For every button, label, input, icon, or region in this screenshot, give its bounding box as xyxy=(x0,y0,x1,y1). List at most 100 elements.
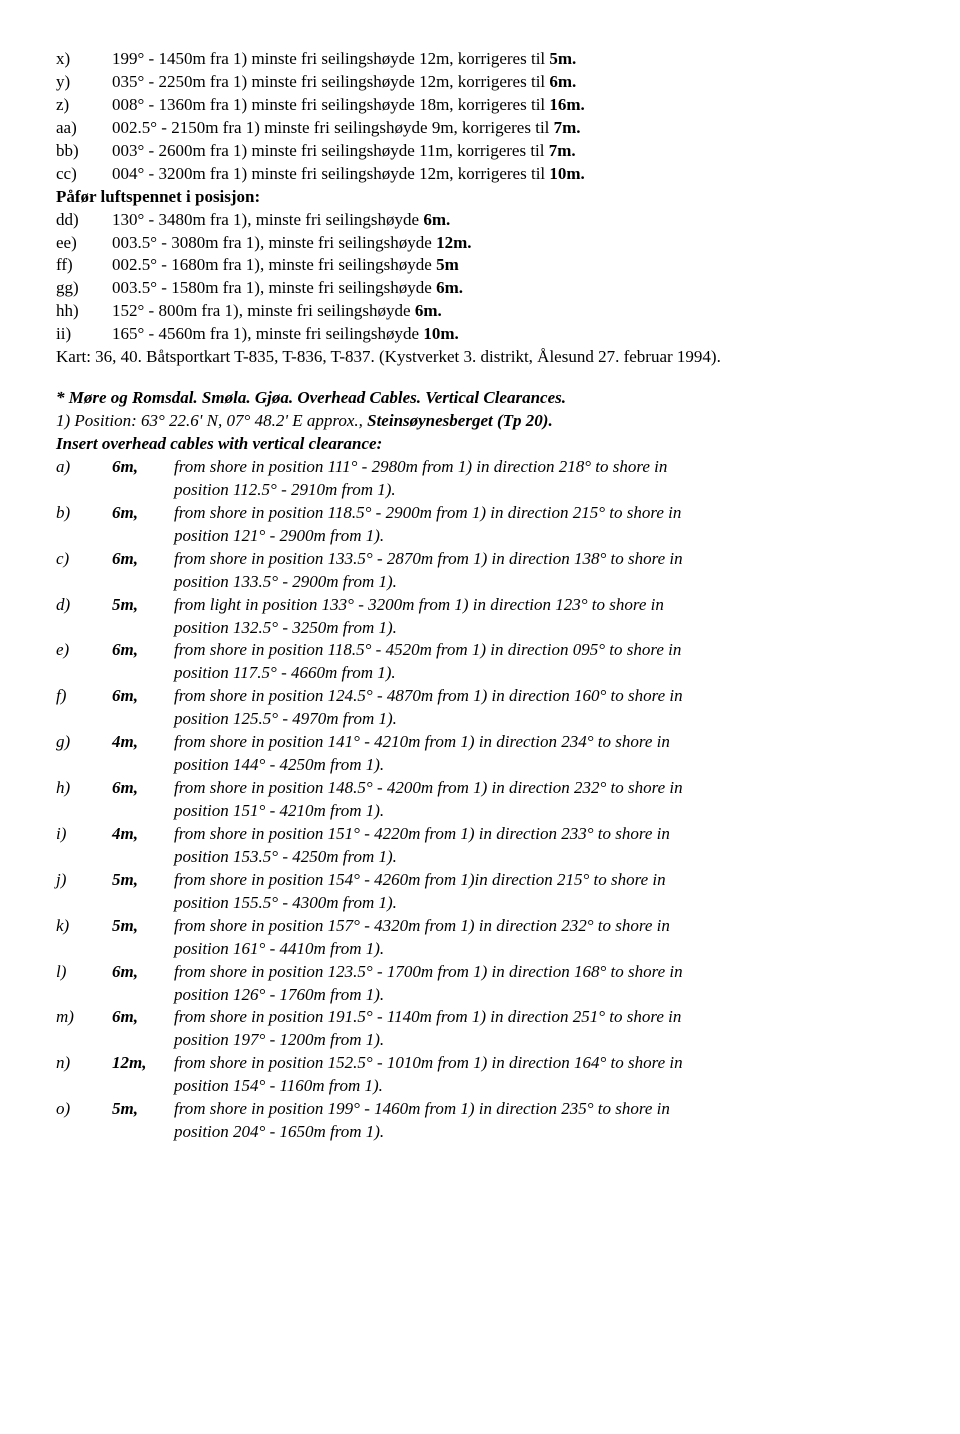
list-item: ff)002.5° - 1680m fra 1), minste fri sei… xyxy=(56,254,904,277)
clearance-item: a)6m,from shore in position 111° - 2980m… xyxy=(56,456,904,502)
item-text: from shore in position 151° - 4220m from… xyxy=(174,823,904,869)
list-item: ii)165° - 4560m fra 1), minste fri seili… xyxy=(56,323,904,346)
item-text: 152° - 800m fra 1), minste fri seilingsh… xyxy=(112,300,904,323)
item-text: from shore in position 111° - 2980m from… xyxy=(174,456,904,502)
clearance-item: d)5m,from light in position 133° - 3200m… xyxy=(56,594,904,640)
item-label: ii) xyxy=(56,323,112,346)
item-bold: 5m xyxy=(436,255,459,274)
item-text: from shore in position 141° - 4210m from… xyxy=(174,731,904,777)
item-bold: 10m. xyxy=(423,324,458,343)
clearance-value: 12m, xyxy=(112,1052,174,1098)
item-text: 002.5° - 2150m fra 1) minste fri seiling… xyxy=(112,117,904,140)
item-bold: 5m. xyxy=(549,49,576,68)
clearance-value: 6m, xyxy=(112,685,174,731)
clearance-value: 5m, xyxy=(112,594,174,640)
item-label: j) xyxy=(56,869,112,915)
item-text: from shore in position 154° - 4260m from… xyxy=(174,869,904,915)
item-text: 035° - 2250m fra 1) minste fri seilingsh… xyxy=(112,71,904,94)
clearance-item: n)12m,from shore in position 152.5° - 10… xyxy=(56,1052,904,1098)
clearance-value: 4m, xyxy=(112,731,174,777)
item-bold: 16m. xyxy=(549,95,584,114)
item-text: 004° - 3200m fra 1) minste fri seilingsh… xyxy=(112,163,904,186)
clearance-value: 5m, xyxy=(112,915,174,961)
item-label: n) xyxy=(56,1052,112,1098)
item-label: b) xyxy=(56,502,112,548)
list-item: x)199° - 1450m fra 1) minste fri seiling… xyxy=(56,48,904,71)
clearance-value: 5m, xyxy=(112,1098,174,1144)
item-label: i) xyxy=(56,823,112,869)
clearance-item: h)6m,from shore in position 148.5° - 420… xyxy=(56,777,904,823)
item-bold: 7m. xyxy=(554,118,581,137)
item-text: from shore in position 124.5° - 4870m fr… xyxy=(174,685,904,731)
item-label: hh) xyxy=(56,300,112,323)
clearance-value: 6m, xyxy=(112,502,174,548)
insert-heading: Insert overhead cables with vertical cle… xyxy=(56,433,904,456)
item-label: l) xyxy=(56,961,112,1007)
item-label: a) xyxy=(56,456,112,502)
position-text: 1) Position: 63° 22.6' N, 07° 48.2' E ap… xyxy=(56,411,367,430)
position-line: 1) Position: 63° 22.6' N, 07° 48.2' E ap… xyxy=(56,410,904,433)
clearance-item: c)6m,from shore in position 133.5° - 287… xyxy=(56,548,904,594)
item-bold: 7m. xyxy=(549,141,576,160)
pafor-heading: Påfør luftspennet i posisjon: xyxy=(56,186,904,209)
clearance-item: j)5m,from shore in position 154° - 4260m… xyxy=(56,869,904,915)
item-label: bb) xyxy=(56,140,112,163)
item-text: from light in position 133° - 3200m from… xyxy=(174,594,904,640)
item-bold: 12m. xyxy=(436,233,471,252)
clearance-value: 6m, xyxy=(112,639,174,685)
clearance-value: 4m, xyxy=(112,823,174,869)
item-text: 008° - 1360m fra 1) minste fri seilingsh… xyxy=(112,94,904,117)
item-label: ff) xyxy=(56,254,112,277)
item-label: e) xyxy=(56,639,112,685)
kart-line: Kart: 36, 40. Båtsportkart T-835, T-836,… xyxy=(56,346,904,369)
section-norwegian: x)199° - 1450m fra 1) minste fri seiling… xyxy=(56,48,904,369)
clearance-value: 5m, xyxy=(112,869,174,915)
item-text: from shore in position 191.5° - 1140m fr… xyxy=(174,1006,904,1052)
item-text: 130° - 3480m fra 1), minste fri seilings… xyxy=(112,209,904,232)
item-label: k) xyxy=(56,915,112,961)
list-item: bb)003° - 2600m fra 1) minste fri seilin… xyxy=(56,140,904,163)
clearance-item: g)4m,from shore in position 141° - 4210m… xyxy=(56,731,904,777)
item-label: c) xyxy=(56,548,112,594)
section-english: * Møre og Romsdal. Smøla. Gjøa. Overhead… xyxy=(56,387,904,1144)
item-label: aa) xyxy=(56,117,112,140)
item-bold: 6m. xyxy=(549,72,576,91)
item-label: g) xyxy=(56,731,112,777)
item-bold: 6m. xyxy=(415,301,442,320)
item-text: 003° - 2600m fra 1) minste fri seilingsh… xyxy=(112,140,904,163)
item-text: from shore in position 118.5° - 4520m fr… xyxy=(174,639,904,685)
clearance-item: k)5m,from shore in position 157° - 4320m… xyxy=(56,915,904,961)
clearance-item: l)6m,from shore in position 123.5° - 170… xyxy=(56,961,904,1007)
item-label: dd) xyxy=(56,209,112,232)
item-text: 165° - 4560m fra 1), minste fri seilings… xyxy=(112,323,904,346)
item-label: gg) xyxy=(56,277,112,300)
list-item: cc)004° - 3200m fra 1) minste fri seilin… xyxy=(56,163,904,186)
item-bold: 10m. xyxy=(549,164,584,183)
item-text: from shore in position 118.5° - 2900m fr… xyxy=(174,502,904,548)
clearance-value: 6m, xyxy=(112,961,174,1007)
list-item: y)035° - 2250m fra 1) minste fri seiling… xyxy=(56,71,904,94)
item-bold: 6m. xyxy=(436,278,463,297)
item-text: from shore in position 157° - 4320m from… xyxy=(174,915,904,961)
item-label: z) xyxy=(56,94,112,117)
item-label: h) xyxy=(56,777,112,823)
clearance-item: m)6m,from shore in position 191.5° - 114… xyxy=(56,1006,904,1052)
clearance-value: 6m, xyxy=(112,777,174,823)
item-text: from shore in position 123.5° - 1700m fr… xyxy=(174,961,904,1007)
list-item: ee)003.5° - 3080m fra 1), minste fri sei… xyxy=(56,232,904,255)
item-label: d) xyxy=(56,594,112,640)
list-item: z)008° - 1360m fra 1) minste fri seiling… xyxy=(56,94,904,117)
item-label: o) xyxy=(56,1098,112,1144)
item-text: from shore in position 199° - 1460m from… xyxy=(174,1098,904,1144)
item-label: x) xyxy=(56,48,112,71)
clearance-value: 6m, xyxy=(112,1006,174,1052)
item-bold: 6m. xyxy=(423,210,450,229)
item-text: 003.5° - 1580m fra 1), minste fri seilin… xyxy=(112,277,904,300)
item-text: 003.5° - 3080m fra 1), minste fri seilin… xyxy=(112,232,904,255)
clearance-item: o)5m,from shore in position 199° - 1460m… xyxy=(56,1098,904,1144)
item-label: f) xyxy=(56,685,112,731)
section-title: * Møre og Romsdal. Smøla. Gjøa. Overhead… xyxy=(56,387,904,410)
item-text: from shore in position 133.5° - 2870m fr… xyxy=(174,548,904,594)
item-label: m) xyxy=(56,1006,112,1052)
item-label: ee) xyxy=(56,232,112,255)
